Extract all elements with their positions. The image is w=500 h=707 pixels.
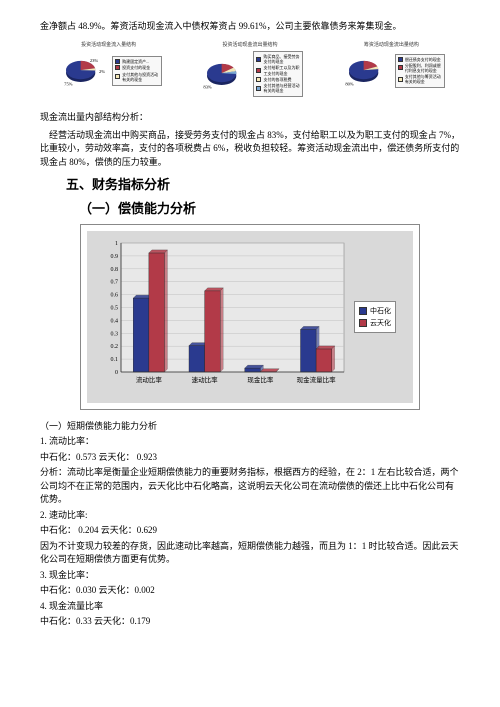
pie-3-legend: 偿还债务支付的现金 分配股利、利润或偿付利息支付的现金 支付其他与筹资活动有关的… bbox=[395, 54, 445, 89]
legend-label-0: 中石化 bbox=[370, 306, 391, 317]
pie-2-title: 投资活动现金流出量结构 bbox=[222, 42, 277, 50]
svg-text:0.7: 0.7 bbox=[111, 280, 119, 286]
svg-text:75%: 75% bbox=[64, 82, 73, 87]
svg-text:0.3: 0.3 bbox=[111, 332, 119, 338]
svg-text:0: 0 bbox=[115, 370, 118, 376]
bar-chart-legend: 中石化 云天化 bbox=[354, 301, 396, 333]
svg-text:现金流量比率: 现金流量比率 bbox=[297, 375, 337, 384]
ratio-2-label: 2. 速动比率: bbox=[40, 509, 460, 523]
svg-text:80%: 80% bbox=[345, 82, 354, 87]
svg-text:0.8: 0.8 bbox=[111, 267, 119, 273]
svg-text:2%: 2% bbox=[99, 69, 105, 74]
svg-text:0.1: 0.1 bbox=[111, 357, 119, 363]
pie-1-title: 投资活动现金流入量结构 bbox=[81, 42, 136, 50]
ratio-1-label: 1. 流动比率： bbox=[40, 435, 460, 449]
svg-text:速动比率: 速动比率 bbox=[192, 375, 219, 384]
svg-text:现金比率: 现金比率 bbox=[247, 375, 274, 384]
pie-charts-row: 投资活动现金流入量结构 75% 23% 2% 购建固定资产... 投资支付的现金… bbox=[40, 42, 460, 98]
legend-label-1: 云天化 bbox=[370, 318, 391, 329]
ratio-2-analysis: 因为不计变现力较差的存货，因此速动比率越高，短期偿债能力越强，而且为 1：1 时… bbox=[40, 540, 460, 567]
svg-text:0.4: 0.4 bbox=[111, 319, 119, 325]
svg-text:0.5: 0.5 bbox=[111, 306, 119, 312]
svg-text:23%: 23% bbox=[90, 58, 99, 63]
pie-3-svg: 80% bbox=[338, 51, 393, 91]
svg-text:0.9: 0.9 bbox=[111, 254, 119, 260]
pie-2-svg: 83% bbox=[196, 54, 251, 94]
pie-chart-2: 投资活动现金流出量结构 83% 购买商品、接受劳务支付的现金 支付给职工以及为职… bbox=[181, 42, 318, 98]
ratio-1-values: 中石化：0.573 云天化： 0.923 bbox=[40, 451, 460, 465]
cash-struct-body: 经营活动现金流出中购买商品，接受劳务支付的现金占 83%，支付给职工以及为职工支… bbox=[40, 129, 460, 170]
pie-1-legend: 购建固定资产... 投资支付的现金 支付其他与投资活动有关的现金 bbox=[112, 56, 162, 86]
ratio-4-label: 4. 现金流量比率 bbox=[40, 600, 460, 614]
section-5-heading: 五、财务指标分析 bbox=[66, 175, 460, 195]
svg-text:1: 1 bbox=[115, 241, 118, 247]
svg-text:0.6: 0.6 bbox=[111, 293, 119, 299]
ratio-4-values: 中石化：0.33 云天化：0.179 bbox=[40, 615, 460, 629]
bar-chart: 0 0.1 0.2 0.3 0.4 0.5 0.6 0.7 0.8 0.9 1 流动比率 速动比率 现金比… bbox=[80, 224, 420, 410]
svg-text:流动比率: 流动比率 bbox=[136, 375, 163, 384]
pie-1-svg: 75% 23% 2% bbox=[55, 51, 110, 91]
svg-text:0.2: 0.2 bbox=[111, 345, 119, 351]
section-5-1-heading: （一）偿债能力分析 bbox=[79, 199, 460, 219]
pie-chart-3: 筹资活动现金流出量结构 80% 偿还债务支付的现金 分配股利、利润或偿付利息支付… bbox=[323, 42, 460, 98]
ratio-3-values: 中石化：0.030 云天化：0.002 bbox=[40, 584, 460, 598]
analysis-body: （一）短期偿债能力能力分析 1. 流动比率： 中石化：0.573 云天化： 0.… bbox=[40, 420, 460, 629]
ratio-3-label: 3. 现金比率： bbox=[40, 569, 460, 583]
bar-chart-svg: 0 0.1 0.2 0.3 0.4 0.5 0.6 0.7 0.8 0.9 1 流动比率 速动比率 现金比… bbox=[93, 237, 348, 392]
pie-3-title: 筹资活动现金流出量结构 bbox=[364, 42, 419, 50]
pie-2-legend: 购买商品、接受劳务支付的现金 支付给职工以及为职工支付的现金 支付的各项税费 支… bbox=[253, 51, 303, 97]
cash-struct-title: 现金流出量内部结构分析： bbox=[40, 111, 460, 125]
ratio-2-values: 中石化： 0.204 云天化：0.629 bbox=[40, 524, 460, 538]
svg-text:83%: 83% bbox=[204, 85, 213, 90]
ratio-1-analysis: 分析：流动比率是衡量企业短期偿债能力的重要财务指标，根据西方的经验，在 2：1 … bbox=[40, 466, 460, 507]
pie-chart-1: 投资活动现金流入量结构 75% 23% 2% 购建固定资产... 投资支付的现金… bbox=[40, 42, 177, 98]
intro-text: 金净额占 48.9%。筹资活动现金流入中债权筹资占 99.61%，公司主要依靠债… bbox=[40, 20, 460, 34]
analysis-title: （一）短期偿债能力能力分析 bbox=[40, 420, 460, 434]
